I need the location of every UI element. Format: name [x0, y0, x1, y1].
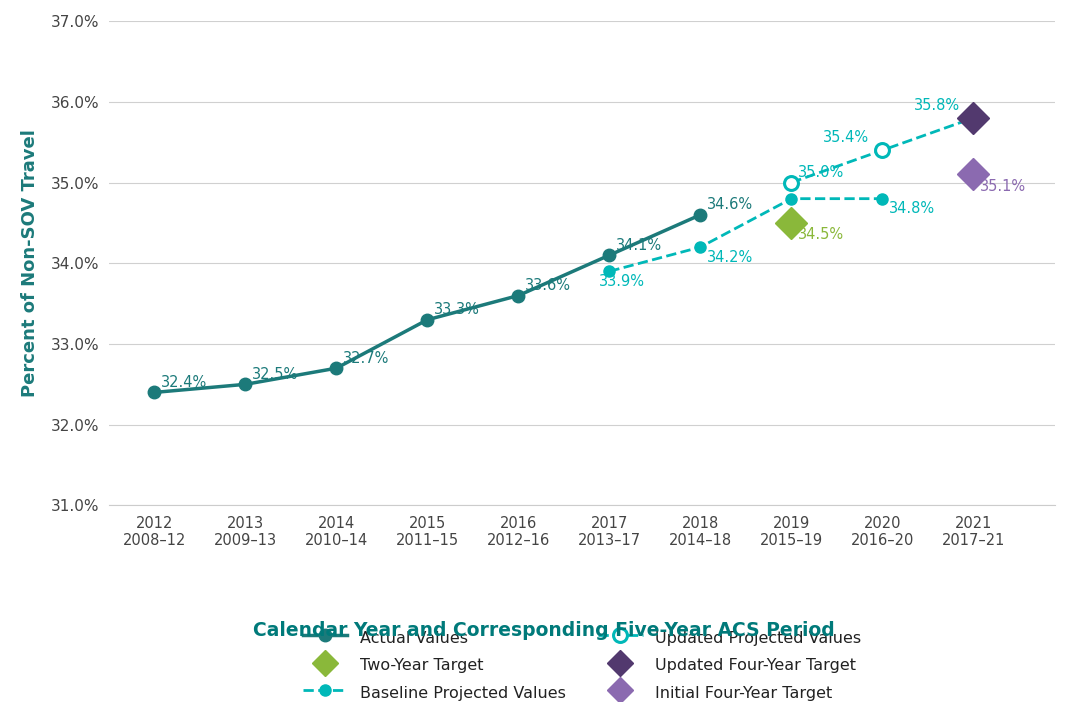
Text: 33.3%: 33.3%	[434, 302, 480, 317]
Text: 32.7%: 32.7%	[343, 350, 390, 366]
Text: 33.6%: 33.6%	[524, 278, 571, 293]
Text: 34.5%: 34.5%	[798, 227, 844, 242]
Text: 35.8%: 35.8%	[914, 98, 961, 113]
Text: 34.6%: 34.6%	[707, 197, 753, 212]
Text: 32.5%: 32.5%	[251, 366, 298, 382]
Text: Calendar Year and Corresponding Five-Year ACS Period: Calendar Year and Corresponding Five-Yea…	[254, 621, 834, 640]
Text: 33.9%: 33.9%	[598, 274, 644, 289]
Text: 34.1%: 34.1%	[616, 237, 662, 253]
Text: 34.2%: 34.2%	[707, 250, 753, 265]
Legend: Actual Values, Two-Year Target, Baseline Projected Values, Updated Projected Val: Actual Values, Two-Year Target, Baseline…	[295, 620, 869, 702]
Text: 32.4%: 32.4%	[161, 375, 207, 390]
Y-axis label: Percent of Non-SOV Travel: Percent of Non-SOV Travel	[22, 129, 39, 397]
Text: 35.4%: 35.4%	[824, 130, 869, 145]
Text: 35.1%: 35.1%	[980, 178, 1026, 194]
Text: 34.8%: 34.8%	[889, 201, 935, 216]
Text: 35.0%: 35.0%	[798, 165, 844, 180]
